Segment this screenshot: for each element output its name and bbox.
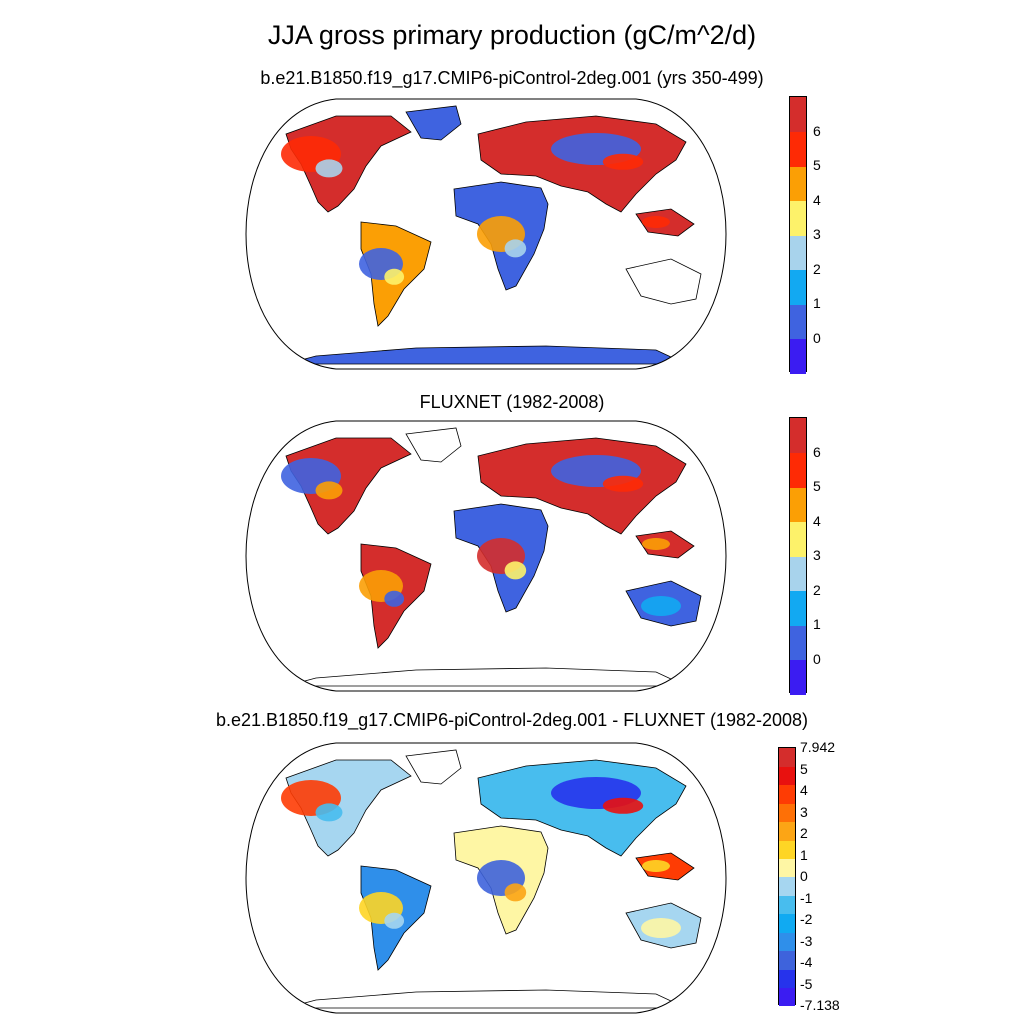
colorbar-label: 0	[813, 329, 821, 346]
map-obs	[245, 420, 727, 692]
colorbar-segment	[779, 858, 795, 878]
colorbar-segment	[790, 659, 806, 695]
land-subregion-africa	[504, 883, 527, 902]
colorbar-label: -3	[800, 932, 813, 949]
land-subregion-northAmerica	[315, 159, 343, 178]
colorbar-segment	[790, 131, 806, 167]
colorbar-segment	[790, 304, 806, 339]
colorbar-box	[778, 747, 796, 1007]
map-border	[245, 742, 727, 1014]
colorbar-segment	[779, 969, 795, 989]
land-australia	[625, 258, 702, 305]
map-diff	[245, 742, 727, 1014]
colorbar-label: 1	[800, 846, 808, 863]
colorbar-box	[789, 417, 807, 695]
colorbar-label: 5	[800, 760, 808, 777]
figure-title: JJA gross primary production (gC/m^2/d)	[267, 20, 757, 50]
colorbar-segment	[790, 521, 806, 557]
colorbar-segment	[779, 748, 795, 767]
land-greenland	[405, 105, 462, 141]
land-subregion-northAmerica	[315, 481, 343, 500]
colorbar-label: -7.138	[800, 997, 840, 1013]
panel-title-model: b.e21.B1850.f19_g17.CMIP6-piControl-2deg…	[260, 68, 764, 88]
colorbar-segment	[790, 338, 806, 374]
colorbar-label: 4	[813, 512, 821, 529]
land-subregion-southAmerica	[384, 268, 405, 285]
land-region-seAsia	[642, 860, 670, 872]
colorbar-segment	[779, 784, 795, 804]
colorbar-segment	[790, 452, 806, 488]
colorbar-label: 2	[800, 825, 808, 841]
colorbar-label: 7.942	[800, 739, 836, 755]
colorbar-segment	[790, 556, 806, 591]
land-greenland	[405, 427, 462, 463]
land-greenland	[405, 749, 462, 785]
colorbar-label: 0	[813, 650, 821, 667]
colorbar-label: -2	[800, 911, 813, 927]
colorbar-label: -4	[800, 954, 813, 970]
land-subregion-southAmerica	[384, 590, 405, 607]
land-group	[281, 749, 702, 1009]
land-subregion-eurasia	[602, 153, 644, 170]
panel-title-diff: b.e21.B1850.f19_g17.CMIP6-piControl-2deg…	[215, 710, 809, 730]
colorbar-label: 3	[800, 803, 808, 820]
land-region-seAsia	[642, 538, 670, 550]
land-region-australia	[641, 918, 681, 938]
colorbar-segment	[779, 913, 795, 933]
land-region-australia	[641, 596, 681, 616]
colorbar-segment	[779, 895, 795, 915]
colorbar-label: 5	[813, 478, 821, 494]
colorbar-segment	[779, 877, 795, 896]
colorbar-label: 4	[800, 782, 808, 798]
land-subregion-africa	[504, 239, 527, 258]
colorbar-segment	[779, 950, 795, 970]
land-subregion-eurasia	[602, 475, 644, 492]
colorbar-box	[789, 96, 807, 374]
colorbar-segment	[779, 766, 795, 786]
colorbar-segment	[790, 200, 806, 236]
land-subregion-africa	[504, 561, 527, 580]
colorbar-label: 1	[813, 295, 821, 311]
colorbar-label: -1	[800, 889, 813, 906]
colorbar-label: 3	[813, 547, 821, 563]
colorbar-segment	[779, 803, 795, 823]
land-group	[281, 427, 702, 687]
colorbar-segment	[790, 235, 806, 270]
colorbar-segment	[790, 97, 806, 132]
colorbar-label: 6	[813, 122, 821, 139]
colorbar-label: 0	[800, 868, 808, 884]
colorbar-label: 2	[813, 260, 821, 277]
map-border	[245, 98, 727, 370]
colorbar-label: 1	[813, 616, 821, 632]
land-subregion-eurasia	[602, 797, 644, 814]
colorbar-segment	[790, 487, 806, 522]
panel-title-obs: FLUXNET (1982-2008)	[419, 392, 605, 412]
land-region-seAsia	[642, 216, 670, 228]
map-border	[245, 420, 727, 692]
colorbar-label: 5	[813, 157, 821, 173]
colorbar-segment	[779, 821, 795, 841]
colorbar-label: -5	[800, 975, 813, 992]
colorbar-label: 2	[813, 581, 821, 598]
land-subregion-southAmerica	[384, 912, 405, 929]
colorbar-label: 3	[813, 226, 821, 242]
colorbar-segment	[779, 987, 795, 1007]
colorbar-segment	[779, 932, 795, 952]
land-group	[281, 105, 702, 365]
colorbar-segment	[779, 840, 795, 860]
colorbar-segment	[790, 590, 806, 626]
colorbar-segment	[790, 166, 806, 201]
map-model	[245, 98, 727, 370]
land-subregion-northAmerica	[315, 803, 343, 822]
colorbar-label: 4	[813, 191, 821, 208]
colorbar-segment	[790, 625, 806, 660]
colorbar-segment	[790, 269, 806, 305]
colorbar-segment	[790, 418, 806, 453]
colorbar-label: 6	[813, 443, 821, 460]
